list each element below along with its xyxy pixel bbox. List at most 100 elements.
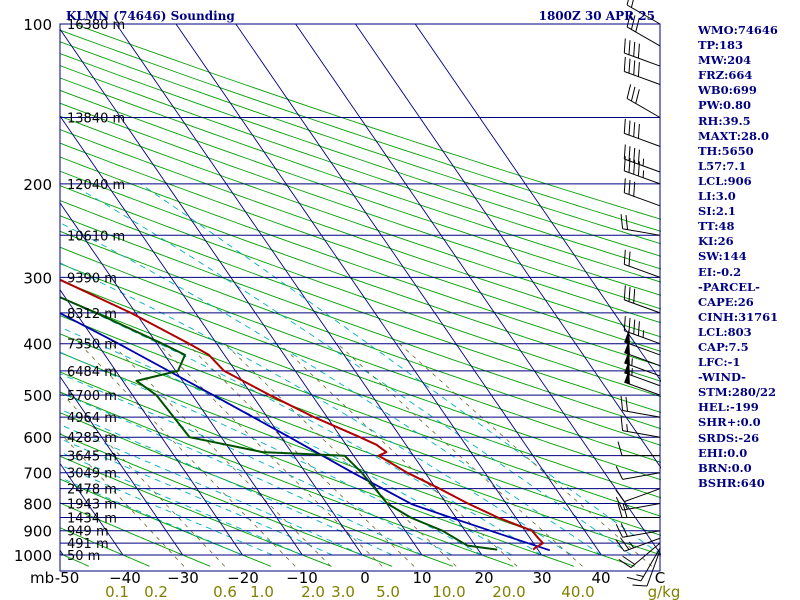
barb-feather	[615, 523, 624, 538]
plot-frame	[59, 23, 661, 572]
barb-feather	[633, 41, 636, 57]
wind-barb	[623, 178, 661, 207]
wind-barb	[626, 84, 661, 118]
wind-barb	[620, 416, 661, 438]
isotherm-line	[175, 24, 542, 556]
barb-feather	[615, 496, 624, 511]
barb-staff	[624, 132, 661, 147]
index-row: L57:7.1	[698, 158, 747, 173]
dry-adiabat-line	[60, 333, 661, 556]
barb-feather	[637, 161, 640, 177]
dry-adiabat-line	[60, 527, 150, 567]
mixing-ratio-label: 0.2	[144, 583, 168, 600]
pressure-tick-label: 1000	[14, 547, 52, 565]
barb-feather	[628, 317, 631, 333]
wind-barb	[632, 550, 661, 587]
isotherm-line	[235, 24, 602, 556]
sounding-profiles	[60, 278, 551, 552]
barb-feather	[625, 215, 628, 230]
barb-feather	[628, 287, 631, 302]
wind-barb	[615, 537, 661, 552]
index-row: FRZ:664	[698, 68, 753, 83]
dry-adiabat-line	[60, 142, 661, 352]
index-row: CAP:7.5	[698, 339, 749, 354]
wind-barb	[615, 496, 661, 511]
barb-feather	[637, 321, 640, 336]
barb-staff	[622, 228, 661, 236]
barb-feather	[622, 555, 636, 565]
index-row: BSHR:640	[698, 475, 765, 490]
isotherm-line	[60, 375, 184, 556]
temperature-tick-label: 30	[532, 569, 551, 587]
index-row: BRN:0.0	[698, 460, 752, 475]
dry-adiabat-line	[60, 263, 661, 481]
barb-feather	[628, 40, 631, 55]
dry-adiabat-line	[60, 230, 661, 446]
wind-barb	[623, 38, 661, 67]
dry-adiabat-line	[60, 89, 661, 296]
barb-feather	[626, 12, 632, 28]
height-label: 1434 m	[67, 512, 117, 527]
mixing-ratio-line	[224, 343, 457, 567]
pressure-tick-label: 400	[23, 336, 52, 354]
dry-adiabat-line	[60, 170, 661, 382]
index-row: -WIND-	[698, 370, 746, 385]
dry-adiabat-line	[60, 77, 661, 283]
barb-staff	[624, 362, 661, 377]
mixing-ratio-label: 40.0	[561, 583, 594, 600]
barb-feather	[623, 156, 626, 171]
barb-half-feather	[626, 424, 628, 432]
temperature-tick-label: −20	[227, 569, 259, 587]
barb-feather	[637, 43, 640, 59]
index-row: LFC:-1	[698, 355, 741, 370]
barb-feather	[637, 123, 640, 139]
barb-feather	[633, 60, 636, 75]
wind-barb	[623, 316, 661, 345]
barb-feather	[623, 144, 626, 160]
temperature-tick-label: 40	[591, 569, 610, 587]
index-row: PW:0.80	[698, 98, 752, 113]
barb-feather	[623, 178, 626, 193]
pressure-tick-label: 800	[23, 496, 52, 514]
barb-half-feather	[631, 368, 633, 376]
barb-feather	[628, 179, 631, 195]
temperature-tick-label: −30	[167, 569, 199, 587]
mixing-ratio-label: 0.6	[213, 583, 237, 600]
height-label: 4285 m	[67, 431, 117, 446]
dewpoint-line	[60, 296, 498, 551]
barb-staff	[624, 352, 661, 367]
temperature-tick-label: −40	[109, 569, 141, 587]
barb-staff	[624, 263, 661, 278]
wind-barb	[617, 441, 660, 457]
dry-adiabat-line	[60, 115, 661, 324]
height-label: 3645 m	[67, 450, 117, 465]
barb-feather	[632, 584, 648, 587]
isotherm-line	[115, 24, 483, 556]
height-label: 2478 m	[67, 483, 117, 498]
dry-adiabat-line	[60, 129, 661, 338]
wind-barb	[626, 0, 661, 25]
height-label: 491 m	[67, 537, 109, 552]
barb-feather	[617, 503, 623, 518]
barb-feather	[625, 396, 628, 412]
wind-barb	[615, 523, 661, 538]
barb-feather	[630, 0, 634, 8]
barb-feather	[626, 84, 632, 99]
index-row: EI:-0.2	[698, 264, 742, 279]
isotherm-line	[60, 28, 423, 556]
pressure-tick-label: 500	[23, 387, 52, 405]
height-label: 1943 m	[67, 498, 117, 513]
index-row: LCL:803	[698, 324, 752, 339]
barb-feather	[633, 319, 636, 335]
isotherm-line	[60, 462, 124, 556]
barb-half-feather	[642, 330, 645, 338]
wind-barb	[617, 503, 660, 519]
dry-adiabat-line	[60, 297, 661, 517]
index-row: WMO:74646	[698, 23, 778, 37]
dry-adiabat-line	[60, 371, 575, 567]
index-row: TT:48	[698, 219, 735, 234]
mixing-ratio-unit-label: g/kg	[648, 583, 681, 600]
wind-barb	[626, 547, 661, 582]
barb-staff	[624, 192, 661, 207]
